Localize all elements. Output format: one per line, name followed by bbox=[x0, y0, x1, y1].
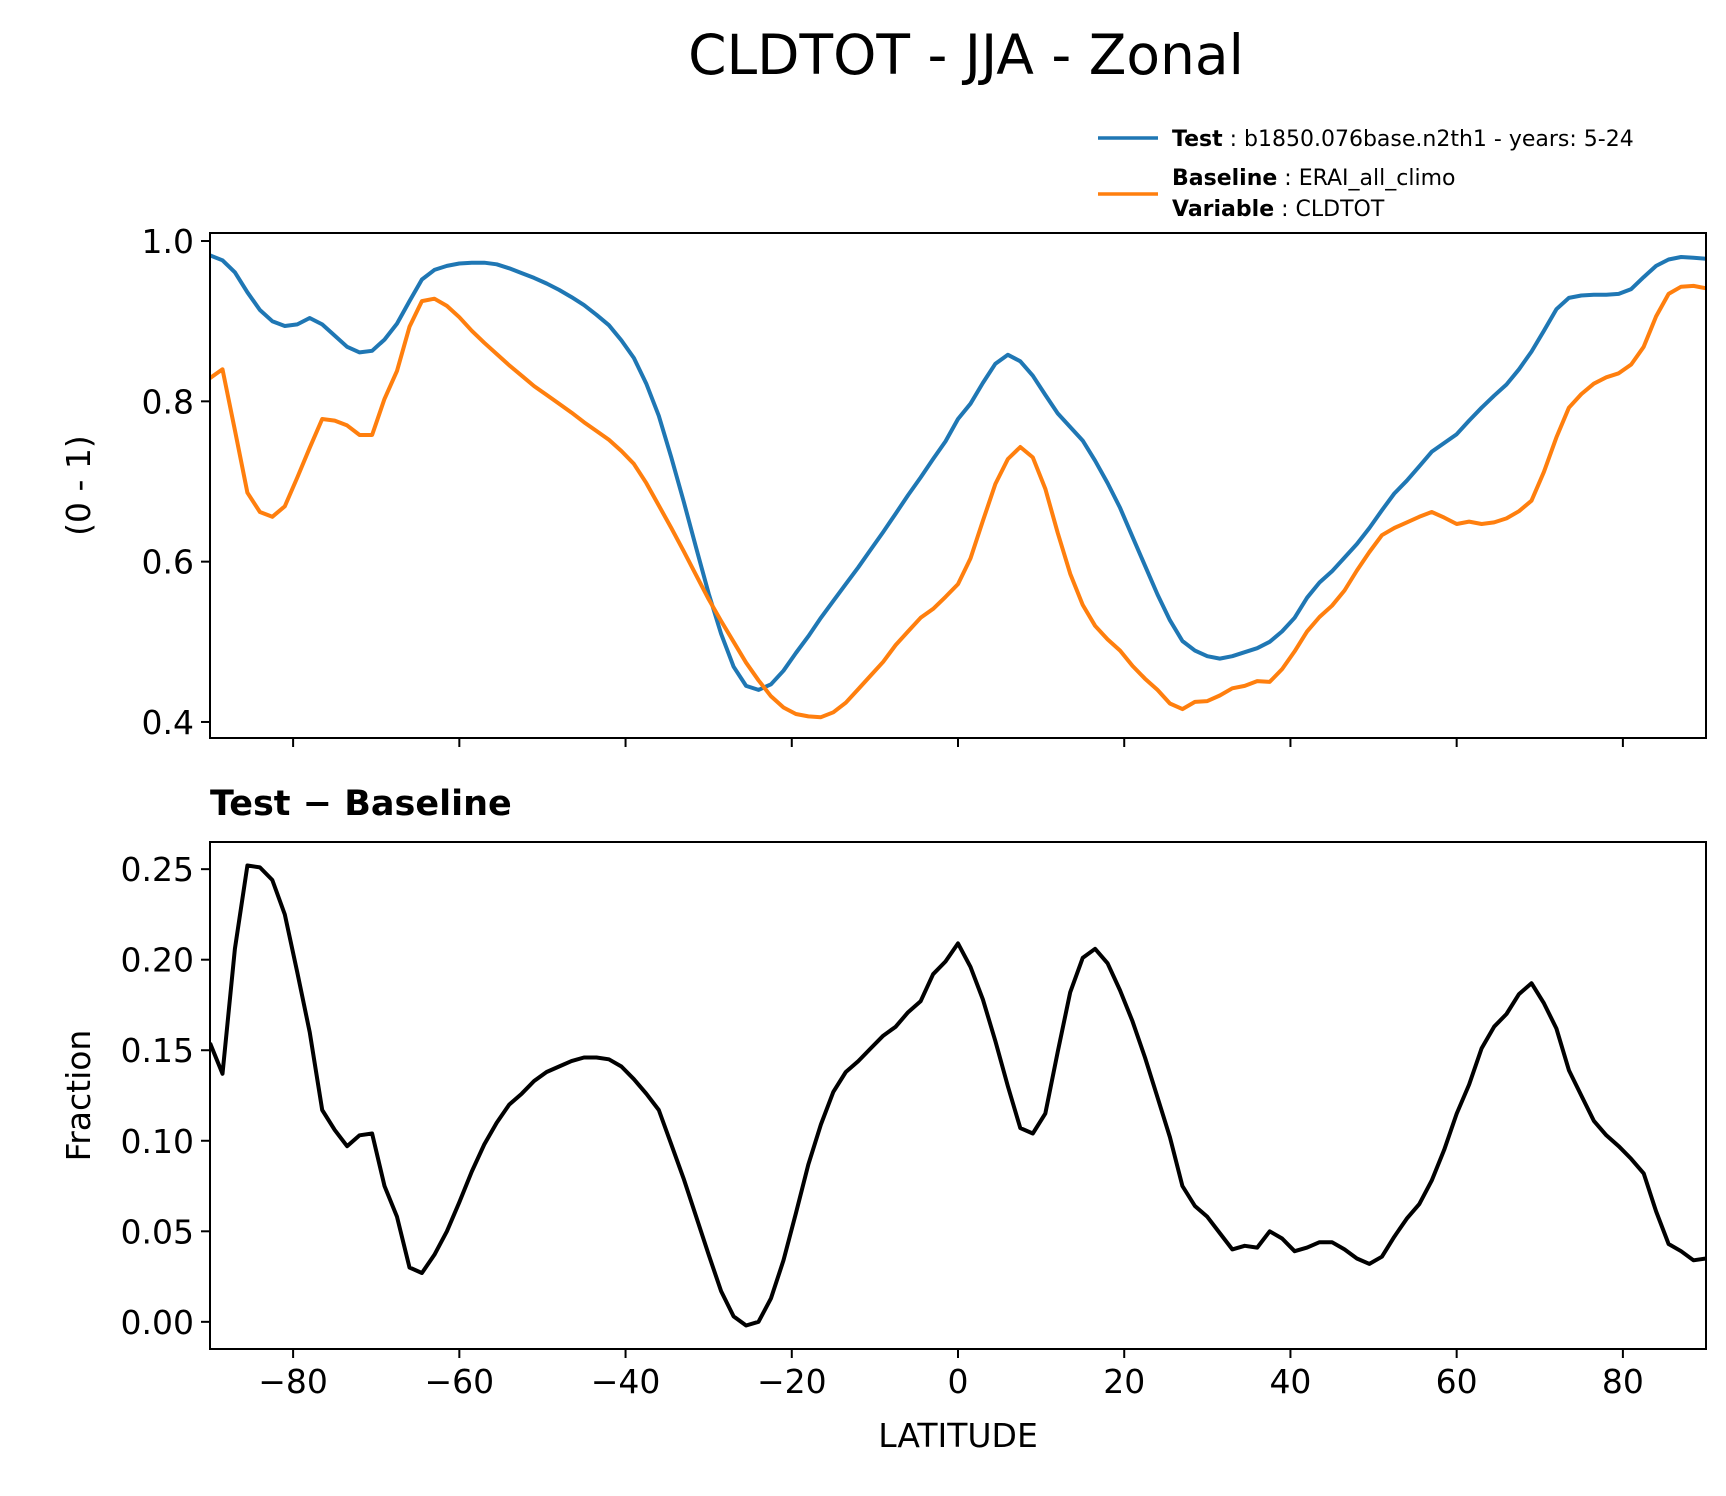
plot-frame bbox=[209, 841, 1707, 1350]
difference-panel-title: Test − Baseline bbox=[210, 784, 512, 824]
plot-frame bbox=[209, 232, 1707, 739]
y-tick-label: 0.00 bbox=[121, 1303, 194, 1342]
y-tick-label: 0.8 bbox=[142, 382, 194, 421]
y-tick-label: 0.10 bbox=[121, 1122, 194, 1161]
x-tick-label: 20 bbox=[1103, 1362, 1145, 1401]
x-tick-label: −40 bbox=[591, 1362, 661, 1401]
legend-baseline-label: Baseline : ERAI_all_climo bbox=[1172, 166, 1455, 191]
y-tick-label: 0.25 bbox=[121, 850, 194, 889]
legend-variable-label: Variable : CLDTOT bbox=[1172, 197, 1385, 222]
x-tick-label: 60 bbox=[1436, 1362, 1478, 1401]
y-tick-label: 0.15 bbox=[121, 1031, 194, 1070]
x-tick-label: 40 bbox=[1269, 1362, 1311, 1401]
x-tick-label: −20 bbox=[757, 1362, 827, 1401]
y-tick-label: 0.20 bbox=[121, 941, 194, 980]
y-tick-label: 0.6 bbox=[142, 543, 194, 582]
difference-panel: 0.00 0.05 0.10 0.15 0.20 0.25 −80 −60 −40 −20 0 20 4… bbox=[59, 841, 1707, 1455]
y-tick-label: 1.0 bbox=[142, 222, 194, 261]
x-tick-label: 80 bbox=[1602, 1362, 1644, 1401]
y-tick-label: 0.4 bbox=[142, 703, 194, 742]
x-axis-label: LATITUDE bbox=[878, 1416, 1038, 1455]
baseline-series-line bbox=[210, 283, 1706, 720]
y-tick-label: 0.05 bbox=[121, 1212, 194, 1251]
legend-test-label: Test : b1850.076base.n2th1 - years: 5-24 bbox=[1172, 127, 1634, 152]
x-tick-label: −60 bbox=[425, 1362, 495, 1401]
figure-title: CLDTOT - JJA - Zonal bbox=[688, 23, 1244, 87]
test-series-line bbox=[210, 253, 1706, 692]
difference-series-line bbox=[210, 863, 1706, 1328]
y-axis-label: (0 - 1) bbox=[59, 435, 98, 536]
x-tick-label: 0 bbox=[948, 1362, 969, 1401]
top-panel: 0.4 0.6 0.8 1.0 (0 - 1) bbox=[59, 222, 1707, 747]
y-axis-label: Fraction bbox=[59, 1030, 98, 1162]
legend: Test : b1850.076base.n2th1 - years: 5-24… bbox=[1098, 127, 1634, 222]
x-tick-label: −80 bbox=[258, 1362, 328, 1401]
